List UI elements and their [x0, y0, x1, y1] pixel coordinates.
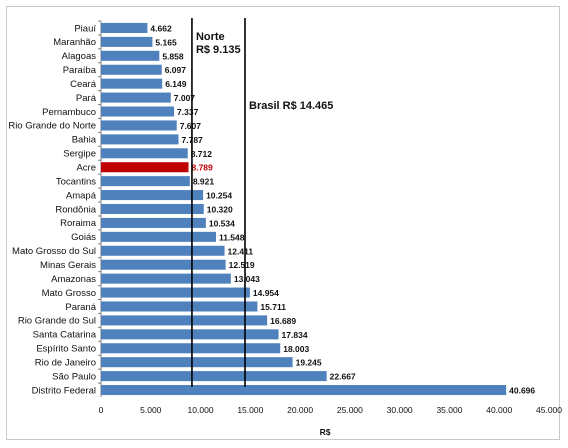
value-label: 8.921 [193, 177, 215, 187]
value-label: 8.789 [191, 163, 213, 173]
bar-7 [101, 106, 175, 117]
category-label: São Paulo [52, 371, 96, 382]
bar-25 [101, 357, 293, 368]
x-tick-label: 25.000 [337, 405, 363, 415]
value-label: 14.954 [253, 288, 279, 298]
bar-9 [101, 134, 179, 145]
reference-label: Brasil R$ 14.465 [249, 100, 333, 112]
bar-2 [101, 36, 153, 47]
category-label: Paraíba [63, 65, 97, 76]
bar-13 [101, 190, 204, 201]
category-label: Espírito Santo [36, 344, 96, 355]
bar-23 [101, 329, 279, 340]
reference-label: Norte [196, 31, 225, 43]
category-label: Ceará [70, 79, 97, 90]
category-label: Sergipe [63, 149, 96, 160]
bar-21 [101, 301, 258, 312]
category-label: Mato Grosso do Sul [12, 246, 96, 257]
category-label: Minas Gerais [40, 260, 96, 271]
x-axis-title: R$ [320, 427, 331, 437]
x-tick-label: 30.000 [387, 405, 413, 415]
value-label: 7.607 [180, 121, 202, 131]
bar-27 [101, 385, 507, 396]
value-label: 12.519 [229, 260, 255, 270]
value-label: 18.003 [283, 344, 309, 354]
category-label: Paraná [65, 302, 96, 313]
category-label: Piauí [74, 23, 96, 34]
value-label: 12.411 [228, 246, 254, 256]
value-label: 7.337 [177, 107, 199, 117]
x-tick-label: 5.000 [140, 405, 162, 415]
bar-6 [101, 92, 171, 103]
value-label: 22.667 [330, 372, 356, 382]
chart-frame [6, 6, 560, 440]
value-label: 19.245 [296, 358, 322, 368]
value-label: 40.696 [509, 386, 535, 396]
value-label: 5.165 [155, 37, 177, 47]
x-tick-label: 15.000 [237, 405, 263, 415]
bar-20 [101, 287, 250, 298]
value-label: 5.858 [162, 51, 184, 61]
bar-11 [101, 162, 189, 173]
category-label: Rondônia [55, 204, 96, 215]
bar-22 [101, 315, 268, 326]
category-label: Pernambuco [42, 107, 96, 118]
value-label: 17.834 [282, 330, 308, 340]
value-label: 7.007 [174, 93, 196, 103]
bar-14 [101, 203, 204, 215]
category-label: Amazonas [51, 274, 96, 285]
category-label: Goiás [71, 232, 96, 243]
reference-label: R$ 9.135 [196, 44, 241, 56]
category-label: Bahia [72, 135, 97, 146]
bar-12 [101, 176, 190, 187]
category-label: Rio de Janeiro [35, 357, 96, 368]
value-label: 16.689 [270, 316, 296, 326]
category-label: Distrito Federal [32, 385, 96, 396]
bar-5 [101, 78, 163, 89]
bar-15 [101, 217, 206, 228]
category-label: Rio Grande do Sul [18, 316, 96, 327]
bar-16 [101, 231, 216, 242]
x-tick-label: 20.000 [287, 405, 313, 415]
bar-4 [101, 64, 162, 75]
bar-3 [101, 50, 160, 61]
x-tick-label: 40.000 [486, 405, 512, 415]
value-label: 15.711 [260, 302, 286, 312]
bar-18 [101, 259, 226, 270]
value-label: 10.254 [206, 191, 232, 201]
category-label: Pará [76, 93, 97, 104]
bar-26 [101, 371, 327, 382]
bar-17 [101, 245, 225, 256]
value-label: 10.534 [209, 218, 235, 228]
value-label: 11.548 [219, 232, 245, 242]
x-tick-label: 35.000 [436, 405, 462, 415]
x-tick-label: 10.000 [188, 405, 214, 415]
category-label: Maranhão [53, 37, 96, 48]
bar-1 [101, 22, 148, 33]
value-label: 6.149 [165, 79, 187, 89]
category-label: Tocantins [56, 176, 96, 187]
value-label: 6.097 [165, 65, 187, 75]
value-label: 13.043 [234, 274, 260, 284]
bar-24 [101, 343, 281, 354]
bar-8 [101, 120, 177, 131]
category-label: Mato Grosso [42, 288, 96, 299]
category-label: Santa Catarina [33, 330, 97, 341]
value-label: 8.712 [191, 149, 213, 159]
category-label: Rio Grande do Norte [8, 121, 96, 132]
value-label: 10.320 [207, 205, 233, 215]
value-label: 4.662 [150, 23, 172, 33]
category-label: Roraima [60, 218, 97, 229]
category-label: Alagoas [62, 51, 97, 62]
bar-10 [101, 148, 188, 159]
x-tick-label: 0 [99, 405, 104, 415]
bar-19 [101, 273, 231, 284]
category-label: Amapá [66, 190, 97, 201]
category-label: Acre [76, 163, 96, 174]
x-tick-label: 45.000 [536, 405, 562, 415]
